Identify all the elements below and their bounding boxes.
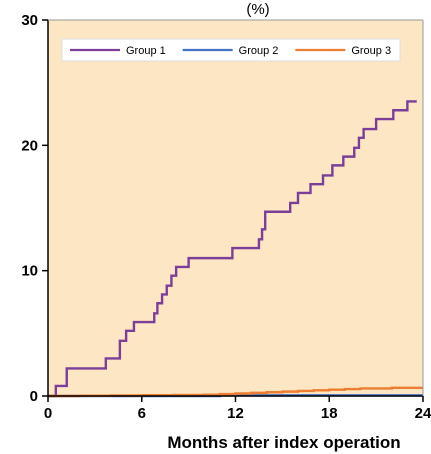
x-tick-label: 0 (44, 405, 52, 422)
legend-entry: Group 2 (239, 45, 279, 57)
x-tick-label: 12 (227, 405, 244, 422)
y-tick-label: 0 (30, 388, 38, 405)
x-axis-title: Months after index operation (167, 433, 400, 452)
series-line-group-1 (48, 100, 417, 398)
x-tick-label: 24 (415, 405, 431, 422)
x-tick-label: 18 (321, 405, 338, 422)
y-tick-label: 30 (21, 12, 38, 29)
plot-area (48, 20, 423, 396)
y-tick-label: 20 (21, 137, 38, 154)
y-axis-label: (%) (246, 1, 269, 18)
x-tick-label: 6 (138, 405, 146, 422)
y-tick-label: 10 (21, 263, 38, 280)
axis-layer: 0 10 20 30 0 6 12 18 24 (21, 12, 431, 422)
legend-entry: Group 1 (126, 45, 166, 57)
legend: Group 1 Group 2 Group 3 (61, 38, 401, 62)
legend-entry: Group 3 (351, 45, 391, 57)
